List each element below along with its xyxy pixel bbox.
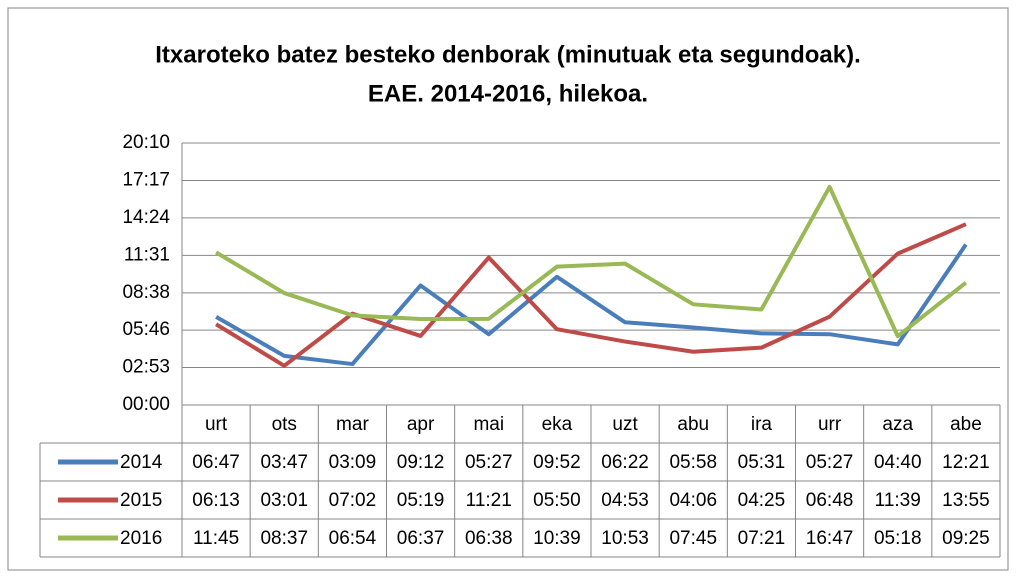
data-label: 16:47 (806, 528, 854, 549)
data-label: 04:53 (601, 490, 649, 511)
data-label: 03:47 (260, 452, 308, 473)
y-tick-label: 20:10 (122, 132, 170, 153)
legend-label: 2016 (120, 528, 162, 549)
series-line (215, 184, 968, 339)
data-label: 09:12 (397, 452, 445, 473)
legend-label: 2015 (120, 490, 162, 511)
y-tick-label: 00:00 (122, 394, 170, 415)
data-label: 11:39 (875, 490, 921, 511)
x-tick-label: uzt (612, 414, 638, 435)
data-label: 05:27 (465, 452, 513, 473)
series-line (215, 243, 968, 367)
data-label: 12:21 (942, 452, 990, 473)
y-tick-label: 14:24 (122, 207, 170, 228)
data-label: 06:54 (329, 528, 377, 549)
data-label: 07:02 (329, 490, 377, 511)
y-tick-label: 08:38 (122, 282, 170, 303)
x-tick-label: eka (542, 414, 573, 435)
data-label: 05:31 (738, 452, 786, 473)
data-label: 05:50 (533, 490, 581, 511)
x-tick-label: urr (818, 414, 842, 435)
legend-label: 2014 (120, 452, 163, 473)
series-line (215, 222, 967, 368)
data-label: 13:55 (942, 490, 990, 511)
x-tick-label: mar (336, 414, 369, 435)
data-label: 09:25 (942, 528, 990, 549)
x-tick-label: urt (205, 414, 228, 435)
data-label: 06:48 (806, 490, 854, 511)
data-label: 07:45 (669, 528, 717, 549)
x-tick-label: apr (407, 414, 435, 435)
data-label: 04:25 (738, 490, 786, 511)
y-tick-label: 11:31 (124, 244, 170, 265)
x-tick-label: mai (473, 414, 504, 435)
data-label: 06:38 (465, 528, 513, 549)
y-tick-label: 02:53 (122, 357, 170, 378)
x-tick-label: ira (751, 414, 773, 435)
data-label: 05:18 (874, 528, 922, 549)
data-label: 08:37 (260, 528, 308, 549)
data-label: 07:21 (738, 528, 786, 549)
data-label: 03:01 (260, 490, 308, 511)
data-label: 10:39 (533, 528, 581, 549)
data-label: 04:40 (874, 452, 922, 473)
data-label: 06:13 (192, 490, 240, 511)
data-label: 05:27 (806, 452, 854, 473)
data-label: 10:53 (601, 528, 649, 549)
data-label: 11:21 (466, 490, 512, 511)
data-label: 05:58 (669, 452, 717, 473)
chart-frame (7, 7, 1009, 571)
x-tick-label: aza (882, 414, 913, 435)
data-label: 09:52 (533, 452, 581, 473)
data-label: 03:09 (329, 452, 377, 473)
y-tick-label: 17:17 (122, 169, 170, 190)
chart-title: Itxaroteko batez besteko denborak (minut… (155, 41, 861, 68)
y-tick-label: 05:46 (122, 319, 170, 340)
data-label: 06:37 (397, 528, 445, 549)
data-label: 04:06 (669, 490, 717, 511)
data-label: 06:47 (192, 452, 240, 473)
x-tick-label: abu (677, 414, 709, 435)
data-label: 06:22 (601, 452, 649, 473)
data-label: 05:19 (397, 490, 445, 511)
x-tick-label: ots (272, 414, 297, 435)
x-tick-label: abe (950, 414, 982, 435)
data-label: 11:45 (193, 528, 239, 549)
chart-title: EAE. 2014-2016, hilekoa. (368, 80, 648, 107)
